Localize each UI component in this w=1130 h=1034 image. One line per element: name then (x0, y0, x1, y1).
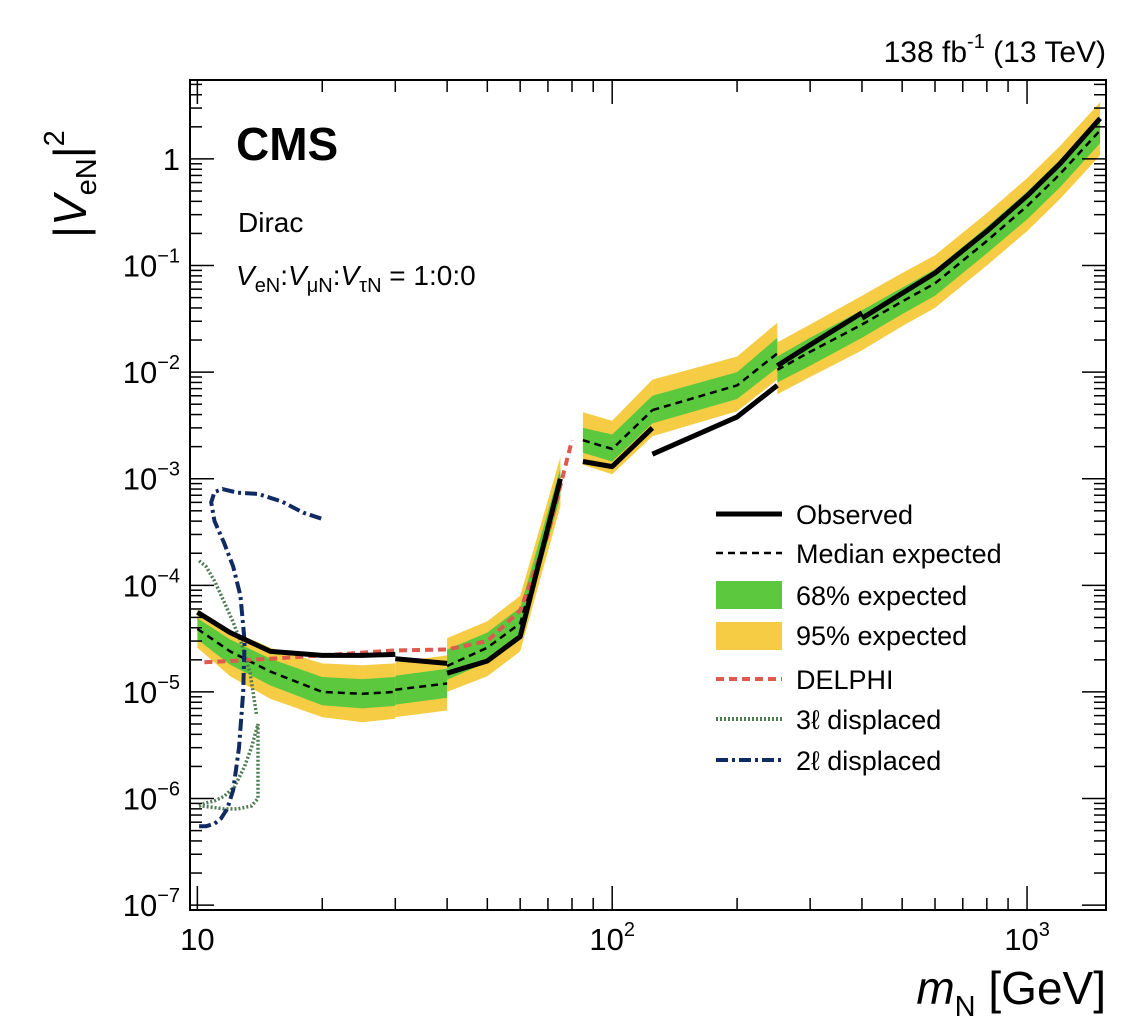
curves-layer (196, 116, 1102, 829)
observed-seg-2 (446, 478, 563, 676)
y-axis-title: |VeN|2 (39, 130, 103, 238)
band-68-layer (197, 116, 1101, 709)
displaced-2l-curve (199, 487, 323, 829)
legend-label-observed: Observed (796, 500, 913, 530)
x-tick-label: 103 (1004, 919, 1050, 957)
y-tick-label: 10−3 (123, 459, 180, 497)
y-tick-label: 10−4 (123, 565, 180, 603)
coupling-label: VeN:VμN:VτN = 1:0:0 (236, 260, 476, 297)
y-tick-label: 10−2 (123, 352, 180, 390)
median-expected-seg-4 (652, 352, 779, 412)
legend-label-median: Median expected (796, 539, 1002, 569)
median-expected-seg-3 (582, 409, 654, 451)
y-tick-label: 10−6 (123, 779, 180, 817)
legend-label-95: 95% expected (796, 621, 967, 651)
x-tick-label: 102 (589, 919, 635, 957)
cms-label: CMS (236, 118, 338, 170)
band-68-seg-0 (197, 618, 396, 709)
legend-label-delphi: DELPHI (796, 665, 894, 695)
y-tick-label: 10−5 (123, 672, 180, 710)
scenario-label: Dirac (238, 207, 303, 238)
x-tick-label: 10 (180, 922, 214, 957)
observed-seg-0 (196, 610, 396, 658)
median-expected-seg-1 (395, 682, 448, 691)
observed-seg-4 (651, 383, 779, 457)
observed-seg-5 (775, 310, 864, 368)
axis-ticks (190, 80, 1106, 911)
observed-seg-1 (395, 656, 448, 666)
y-tick-label: 10−1 (123, 246, 180, 284)
legend-label-2l: 2ℓ displaced (796, 746, 941, 776)
legend-label-68: 68% expected (796, 581, 967, 611)
tick-labels: 10 102 103 10−7 10−6 10−5 10−4 10−3 10−2 10−1 1 (123, 142, 1050, 957)
legend-label-3l: 3ℓ displaced (796, 705, 941, 735)
x-axis-title: mN [GeV] (916, 962, 1106, 1023)
plot-frame (189, 79, 1107, 911)
median-expected-seg-6 (861, 129, 1102, 326)
band-68-seg-4 (652, 337, 778, 424)
median-expected-seg-0 (196, 627, 396, 696)
legend-swatch-95 (716, 622, 782, 650)
observed-seg-3 (582, 426, 655, 470)
median-expected-seg-5 (776, 323, 863, 371)
legend-swatch-68 (716, 581, 782, 609)
observed-seg-6 (860, 116, 1102, 321)
band-95-seg-2 (447, 457, 561, 692)
displaced-3l-curve (198, 723, 260, 811)
y-tick-label: 1 (163, 142, 180, 177)
y-tick-label: 10−7 (123, 885, 180, 923)
legend: Observed Median expected 68% expected 95… (716, 500, 1002, 776)
luminosity-label: 138 fb-1 (13 TeV) (884, 31, 1106, 69)
